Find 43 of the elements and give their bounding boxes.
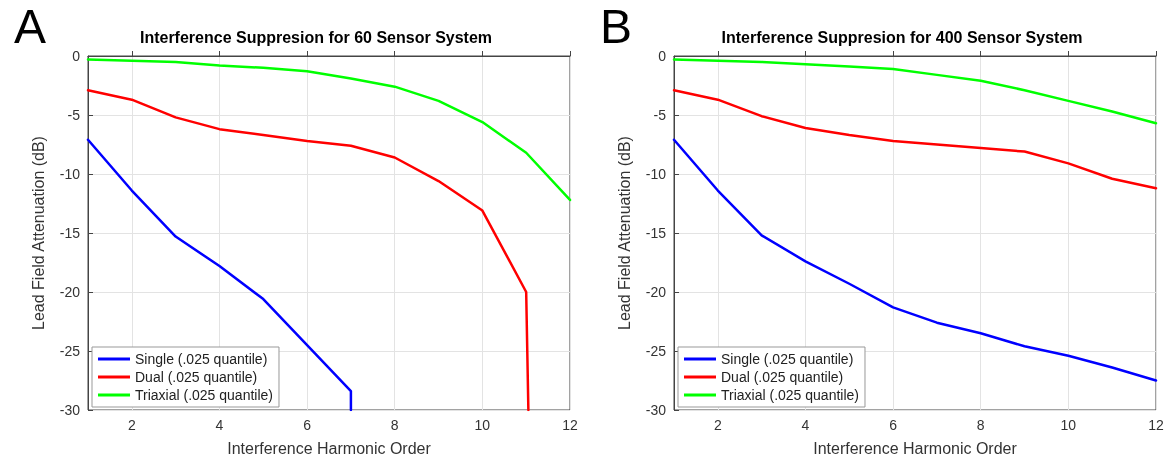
- x-tick-label: 10: [1060, 417, 1077, 433]
- legend-label: Dual (.025 quantile): [721, 369, 844, 385]
- y-tick-label: -5: [67, 107, 81, 123]
- y-tick-label: -30: [645, 402, 667, 418]
- line-series: [86, 88, 530, 412]
- y-tick-label: -20: [59, 284, 81, 300]
- x-tick-label: 4: [215, 417, 224, 433]
- y-tick-label: -15: [59, 225, 81, 241]
- x-tick-label: 6: [303, 417, 312, 433]
- x-axis-title: Interference Harmonic Order: [813, 439, 1018, 457]
- line-series: [86, 138, 353, 412]
- x-tick-label: 2: [127, 417, 136, 433]
- chart-title: Interference Suppresion for 60 Sensor System: [139, 28, 493, 46]
- legend-label: Single (.025 quantile): [721, 351, 854, 367]
- x-tick-label: 2: [713, 417, 722, 433]
- legend-label: Single (.025 quantile): [135, 351, 268, 367]
- y-axis-title: Lead Field Attenuation (dB): [615, 136, 633, 330]
- chart-title: Interference Suppresion for 400 Sensor System: [721, 28, 1083, 46]
- line-series: [672, 88, 1158, 190]
- y-tick-label: -25: [645, 343, 667, 359]
- y-tick-label: -15: [645, 225, 667, 241]
- legend-label: Triaxial (.025 quantile): [721, 387, 859, 403]
- text: B: [600, 0, 633, 53]
- x-tick-label: 8: [390, 417, 399, 433]
- legend-label: Dual (.025 quantile): [135, 369, 258, 385]
- y-tick-label: -30: [59, 402, 81, 418]
- legend-label: Triaxial (.025 quantile): [135, 387, 273, 403]
- y-tick-label: 0: [72, 48, 81, 64]
- x-tick-label: 10: [474, 417, 491, 433]
- y-tick-label: -25: [59, 343, 81, 359]
- x-tick-label: 12: [562, 417, 578, 433]
- x-tick-label: 4: [801, 417, 810, 433]
- y-tick-label: -10: [645, 166, 667, 182]
- x-tick-label: 6: [889, 417, 898, 433]
- y-tick-label: -20: [645, 284, 667, 300]
- x-axis-title: Interference Harmonic Order: [227, 439, 432, 457]
- y-tick-label: -5: [653, 107, 667, 123]
- y-tick-label: -10: [59, 166, 81, 182]
- text: A: [14, 0, 47, 53]
- y-axis-title: Lead Field Attenuation (dB): [29, 136, 47, 330]
- x-tick-label: 8: [976, 417, 985, 433]
- y-tick-label: 0: [658, 48, 667, 64]
- x-tick-label: 12: [1148, 417, 1164, 433]
